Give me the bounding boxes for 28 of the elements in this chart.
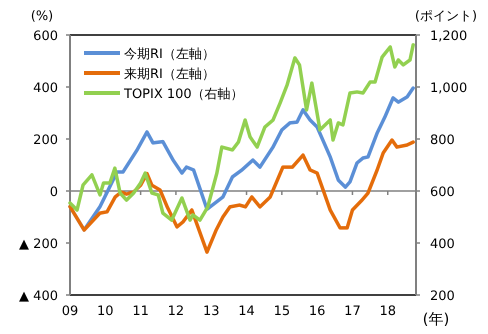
x-tick-label: 14 xyxy=(238,304,255,319)
x-tick-label: 11 xyxy=(132,304,149,319)
x-tick-label: 16 xyxy=(308,304,326,319)
y2-tick-label: 400 xyxy=(430,237,455,252)
x-tick-label: 18 xyxy=(379,304,396,319)
y2-axis-title: (ポイント) xyxy=(414,9,478,24)
x-tick-label: 12 xyxy=(168,304,184,319)
x-tick-label: 17 xyxy=(344,304,361,319)
x-axis-title: (年) xyxy=(422,310,450,328)
y2-tick-label: 1,200 xyxy=(430,29,468,44)
y-tick-label: 600 xyxy=(33,29,58,44)
y2-tick-label: 200 xyxy=(430,289,455,304)
y-tick-label: 0 xyxy=(50,185,58,200)
y-tick-label: 400 xyxy=(33,81,58,96)
x-tick-label: 10 xyxy=(97,304,114,319)
y2-tick-label: 1,000 xyxy=(430,81,468,96)
legend-label: TOPIX 100（右軸） xyxy=(123,87,244,102)
legend-label: 今期RI（左軸） xyxy=(124,47,215,62)
y-axis-title: (%) xyxy=(30,9,54,24)
y-tick-label: ▲ 200 xyxy=(19,237,58,252)
legend-label: 来期RI（左軸） xyxy=(124,67,215,82)
x-tick-label: 13 xyxy=(202,304,220,319)
y2-tick-label: 800 xyxy=(430,133,455,148)
y-tick-label: 200 xyxy=(33,133,58,148)
x-tick-label: 09 xyxy=(62,304,78,319)
x-tick-label: 15 xyxy=(274,304,290,319)
y-tick-label: ▲ 400 xyxy=(19,289,58,304)
y2-tick-label: 600 xyxy=(430,185,455,200)
